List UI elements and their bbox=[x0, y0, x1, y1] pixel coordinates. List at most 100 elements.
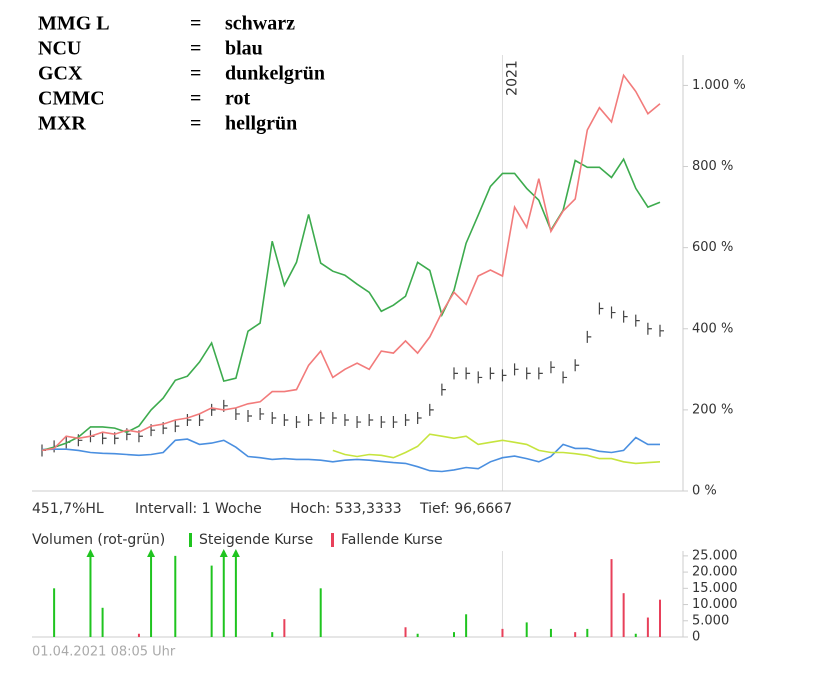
volume-title: Volumen (rot-grün) bbox=[32, 532, 165, 548]
hl-bar bbox=[453, 367, 458, 380]
volume-bar bbox=[210, 565, 213, 637]
series-line bbox=[41, 73, 661, 452]
volume-bar bbox=[222, 551, 225, 637]
volume-bar bbox=[501, 628, 504, 637]
volume-bar bbox=[53, 588, 56, 637]
hl-bar bbox=[332, 411, 337, 424]
volume-bar bbox=[404, 627, 407, 637]
volume-bar bbox=[465, 614, 468, 637]
legend-label: Steigende Kurse bbox=[199, 532, 313, 548]
hl-bar bbox=[598, 302, 604, 315]
stat: Tief: 96,6667 bbox=[419, 501, 512, 517]
hl-bar bbox=[307, 414, 313, 427]
overflow-arrow bbox=[147, 549, 156, 557]
volume-bar bbox=[234, 551, 237, 637]
hl-bar bbox=[538, 367, 543, 380]
hl-bar bbox=[513, 363, 519, 376]
hl-bar bbox=[647, 322, 652, 335]
legend-name: MXR bbox=[38, 113, 86, 135]
legend-name: CMMC bbox=[38, 88, 105, 110]
hl-bar bbox=[356, 416, 362, 429]
y-tick-label: 600 % bbox=[692, 240, 733, 255]
volume-bar bbox=[101, 607, 104, 637]
hl-bar bbox=[501, 369, 507, 382]
hl-bar bbox=[295, 416, 301, 429]
volume-bar bbox=[610, 559, 613, 637]
hl-bar bbox=[198, 414, 204, 427]
hl-bar bbox=[526, 367, 531, 380]
series-line bbox=[41, 157, 661, 452]
volume-bar bbox=[549, 628, 552, 637]
hl-bar bbox=[623, 310, 628, 323]
legend-name: NCU bbox=[38, 38, 81, 60]
volume-bar bbox=[319, 588, 322, 637]
hl-bar bbox=[441, 383, 446, 396]
hl-bar bbox=[344, 414, 349, 427]
legend-label: Fallende Kurse bbox=[341, 532, 443, 548]
hl-bar bbox=[610, 306, 616, 319]
hl-bar bbox=[586, 330, 592, 343]
y-tick-label: 400 % bbox=[692, 321, 733, 336]
y-tick-label: 1.000 % bbox=[692, 78, 746, 93]
overflow-arrow bbox=[231, 549, 240, 557]
legend-color: schwarz bbox=[225, 13, 295, 35]
volume-bar bbox=[634, 633, 637, 637]
stat: Intervall: 1 Woche bbox=[135, 501, 262, 517]
hl-bar bbox=[429, 403, 434, 416]
legend-separator: = bbox=[190, 38, 201, 60]
y-tick-label: 10.000 bbox=[692, 597, 738, 612]
hl-bar bbox=[186, 414, 192, 427]
hl-bar bbox=[562, 371, 568, 384]
series-line bbox=[41, 436, 660, 473]
hl-bar bbox=[271, 411, 277, 424]
legend-separator: = bbox=[190, 88, 201, 110]
legend-separator: = bbox=[190, 13, 201, 35]
hl-bar bbox=[174, 420, 180, 433]
volume-bar bbox=[416, 633, 419, 637]
legend-name: GCX bbox=[38, 63, 83, 85]
overflow-arrow bbox=[219, 549, 228, 557]
legend-separator: = bbox=[190, 63, 201, 85]
hl-bar bbox=[283, 414, 289, 427]
stat: Hoch: 533,3333 bbox=[290, 501, 402, 517]
hl-bar bbox=[465, 367, 471, 380]
y-tick-label: 25.000 bbox=[692, 548, 738, 563]
y-tick-label: 20.000 bbox=[692, 565, 738, 580]
hl-bar bbox=[259, 407, 265, 420]
hl-bar bbox=[404, 414, 410, 427]
y-tick-label: 800 % bbox=[692, 159, 733, 174]
hl-bar bbox=[211, 403, 216, 416]
volume-bar bbox=[453, 632, 455, 637]
volume-bar bbox=[174, 555, 177, 637]
hl-bar bbox=[635, 314, 640, 327]
volume-bar bbox=[622, 593, 625, 637]
hl-bar bbox=[320, 411, 325, 424]
hl-bar bbox=[380, 416, 386, 429]
hl-bar bbox=[659, 324, 664, 337]
series-line bbox=[332, 433, 661, 465]
stat: 451,7%HL bbox=[32, 501, 104, 517]
hl-bar bbox=[477, 371, 483, 384]
hl-bar bbox=[247, 409, 252, 422]
volume-bar bbox=[586, 628, 589, 637]
y-tick-label: 0 % bbox=[692, 484, 717, 499]
legend-swatch bbox=[189, 533, 192, 547]
legend-color: rot bbox=[225, 88, 251, 110]
legend-separator: = bbox=[190, 113, 201, 135]
volume-bar bbox=[574, 632, 577, 637]
volume-bar bbox=[525, 622, 528, 637]
overflow-arrow bbox=[86, 549, 95, 557]
y-tick-label: 200 % bbox=[692, 402, 733, 417]
volume-bar bbox=[150, 551, 153, 637]
y-tick-label: 5.000 bbox=[692, 613, 729, 628]
hl-bar bbox=[101, 432, 107, 445]
volume-bar bbox=[283, 619, 286, 637]
volume-bar bbox=[137, 633, 140, 637]
y-tick-label: 15.000 bbox=[692, 581, 738, 596]
timestamp: 01.04.2021 08:05 Uhr bbox=[32, 645, 176, 660]
hl-bar bbox=[550, 361, 555, 374]
volume-bar bbox=[89, 551, 92, 637]
y-tick-label: 0 bbox=[692, 630, 700, 645]
